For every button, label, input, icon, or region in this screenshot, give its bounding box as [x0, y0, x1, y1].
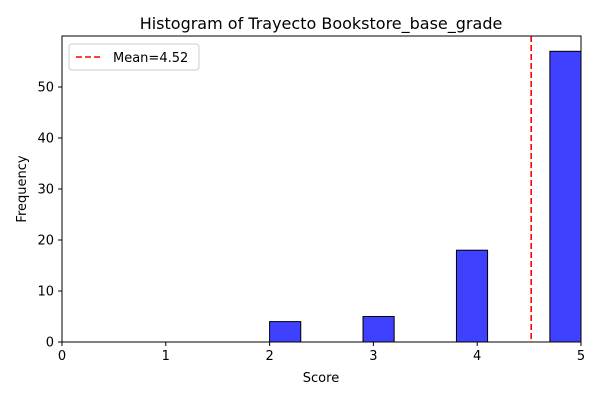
y-axis-label: Frequency [15, 155, 30, 222]
x-tick-label: 3 [369, 349, 377, 364]
legend-box [68, 43, 200, 71]
y-tick-label: 20 [37, 234, 54, 249]
x-ticks-layer: 0 1 2 3 4 5 [58, 342, 585, 364]
bars-layer [269, 50, 582, 343]
x-tick-label: 4 [473, 349, 481, 364]
x-tick-label: 2 [265, 349, 273, 364]
histogram-bar-1 [362, 316, 395, 343]
histogram-bar-0 [269, 321, 302, 343]
histogram-bar-2 [455, 249, 489, 343]
x-axis-label: Score [303, 371, 339, 386]
y-tick-label: 10 [37, 285, 54, 300]
legend: Mean=4.52 [68, 43, 200, 71]
y-ticks-layer: 0 10 20 30 40 50 [37, 81, 62, 351]
y-tick-label: 50 [37, 81, 54, 96]
y-tick-label: 40 [37, 132, 54, 147]
x-tick-label: 1 [162, 349, 170, 364]
chart-title: Histogram of Trayecto Bookstore_base_gra… [140, 14, 503, 34]
legend-mean-label: Mean=4.52 [113, 51, 188, 66]
y-tick-label: 30 [37, 183, 54, 198]
histogram-bar-3 [549, 50, 582, 343]
x-tick-label: 5 [577, 349, 585, 364]
y-tick-label: 0 [46, 336, 54, 351]
x-tick-label: 0 [58, 349, 66, 364]
